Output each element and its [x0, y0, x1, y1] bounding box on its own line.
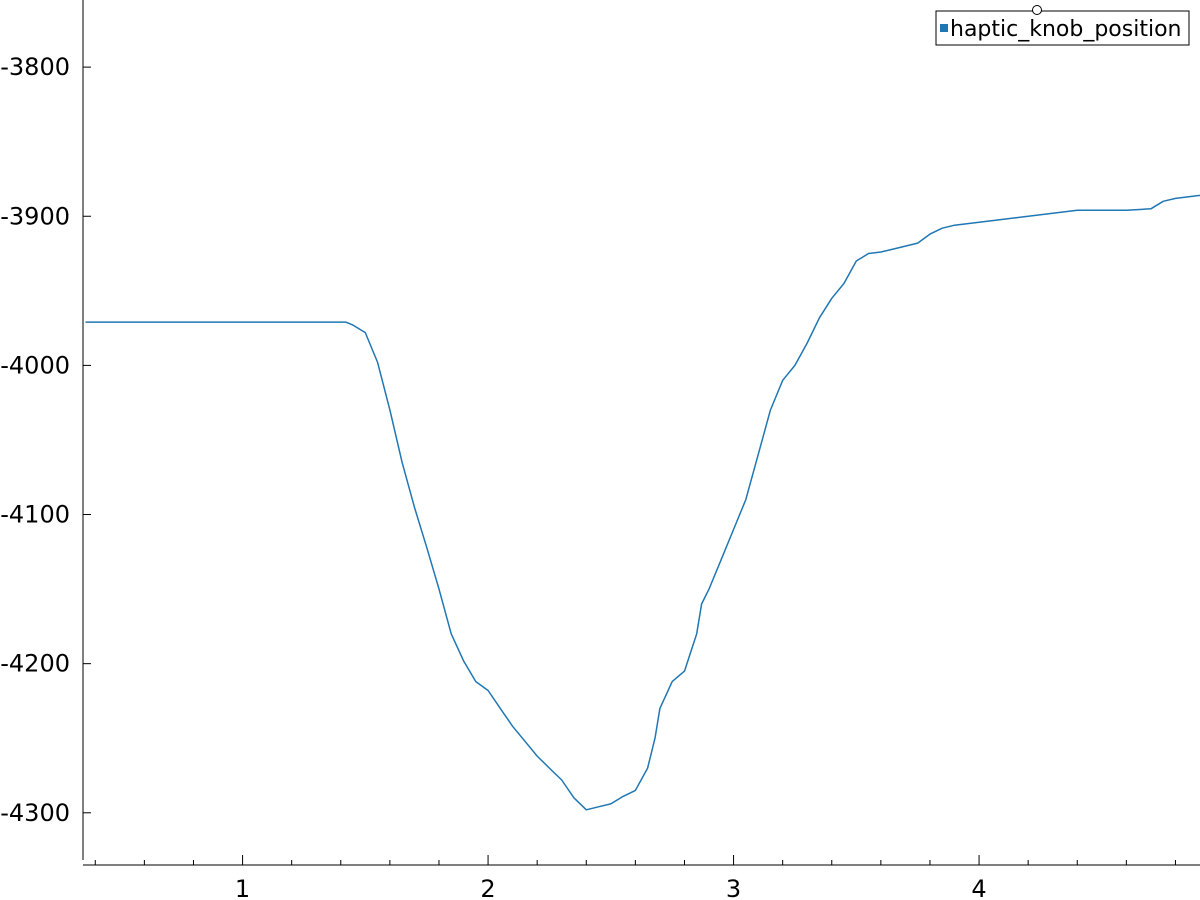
y-tick-label: -4200 [0, 650, 70, 678]
x-tick-label: 1 [235, 875, 250, 900]
legend-box [935, 10, 1190, 46]
x-tick-label: 2 [480, 875, 495, 900]
legend-swatch [940, 24, 948, 32]
y-tick-label: -4000 [0, 351, 70, 379]
y-tick-label: -3800 [0, 53, 70, 81]
legend: haptic_knob_position [935, 5, 1190, 46]
y-tick-label: -4300 [0, 799, 70, 827]
axes [82, 0, 1200, 866]
series-layer [85, 194, 1200, 811]
x-tick-label: 3 [726, 875, 741, 900]
series-line-haptic_knob_position [85, 194, 1200, 811]
legend-label: haptic_knob_position [950, 17, 1181, 42]
y-ticks: -3800 -3900 -4000 -4100 -4200 -4300 [0, 53, 91, 827]
y-tick-label: -4100 [0, 501, 70, 529]
y-tick-label: -3900 [0, 202, 70, 230]
x-tick-label: 4 [971, 875, 986, 900]
legend-handle[interactable] [1032, 5, 1042, 15]
x-ticks: 1 2 3 4 [94, 855, 1176, 900]
